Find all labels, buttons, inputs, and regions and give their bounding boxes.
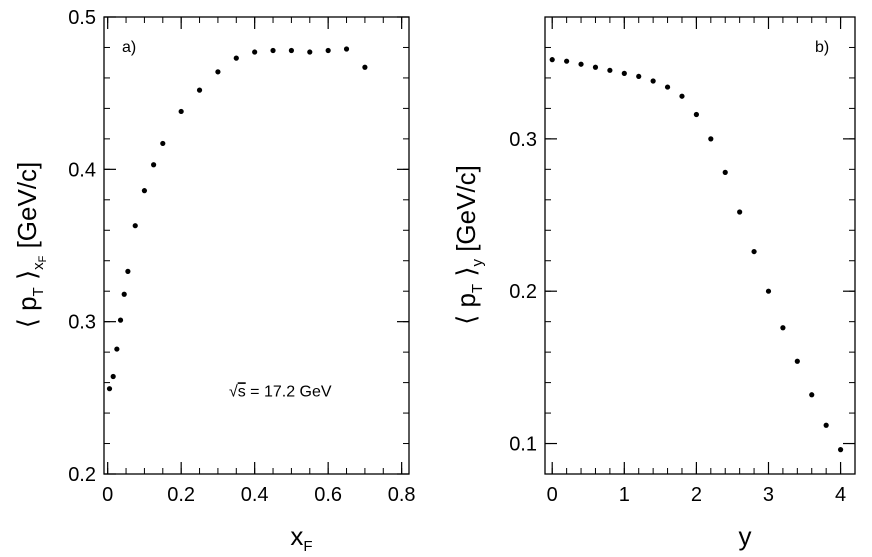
data-point <box>765 288 772 294</box>
data-point <box>121 291 127 297</box>
x-tick-label: 0 <box>102 484 113 506</box>
data-point <box>679 93 685 99</box>
data-point <box>270 47 276 54</box>
data-point <box>141 188 148 194</box>
data-point <box>664 84 671 90</box>
data-point <box>751 248 757 255</box>
y-tick-label: 0.3 <box>509 129 537 151</box>
data-point <box>325 47 331 54</box>
energy-annotation: √s = 17.2 GeV <box>229 383 332 400</box>
data-point <box>780 325 786 331</box>
data-point <box>125 268 131 274</box>
data-point <box>549 57 555 63</box>
panel-label: a) <box>122 39 136 56</box>
y-tick-label: 0.3 <box>68 312 96 334</box>
data-point <box>592 64 599 70</box>
panel-label: b) <box>815 39 829 56</box>
data-point <box>737 209 743 215</box>
data-point <box>252 49 258 55</box>
x-tick-label: 3 <box>763 484 774 506</box>
data-point <box>837 447 844 453</box>
data-point <box>809 392 815 398</box>
data-point <box>215 69 221 75</box>
y-axis-title: ⟨ pT ⟩xF [GeV/c] <box>12 162 49 329</box>
x-axis-title: xF <box>290 521 312 555</box>
data-point <box>343 46 350 52</box>
data-point <box>607 67 613 73</box>
data-point <box>823 422 829 428</box>
data-point <box>564 58 570 64</box>
data-point <box>288 47 295 54</box>
y-tick-label: 0.1 <box>509 434 537 456</box>
x-tick-label: 0.2 <box>167 484 195 506</box>
data-point <box>114 346 120 352</box>
data-point <box>578 61 584 67</box>
x-tick-label: 0.4 <box>241 484 269 506</box>
y-axis-title: ⟨ pT ⟩y [GeV/c] <box>451 165 486 325</box>
data-point <box>362 64 368 70</box>
data-point <box>178 108 184 115</box>
y-tick-label: 0.2 <box>68 464 96 486</box>
y-tick-label: 0.4 <box>68 159 96 181</box>
data-point <box>307 49 313 55</box>
x-tick-label: 4 <box>835 484 846 506</box>
data-point <box>636 73 642 80</box>
data-point <box>160 140 166 147</box>
y-tick-label: 0.5 <box>68 7 96 29</box>
y-tick-label: 0.2 <box>509 281 537 303</box>
panel-b: 0 1 2 3 4 0.1 0.2 0.3 b) y ⟨ pT ⟩y [GeV/c] <box>451 16 856 551</box>
data-point <box>117 317 124 323</box>
x-tick-label: 1 <box>619 484 630 506</box>
data-point <box>708 136 714 142</box>
data-point <box>110 373 116 380</box>
panel-a: 0 0.2 0.4 0.6 0.8 0.2 0.3 0.4 0.5 a) xF ⟨ pT ⟩xF [G… <box>12 7 416 555</box>
data-point <box>106 386 113 392</box>
data-point <box>621 70 627 76</box>
data-point <box>722 169 728 175</box>
x-tick-label: 2 <box>691 484 702 506</box>
data-point <box>233 55 239 61</box>
plot-frame <box>544 16 856 475</box>
x-axis-title: y <box>739 521 752 551</box>
x-tick-label: 0.6 <box>314 484 342 506</box>
data-point <box>151 162 157 168</box>
data-point <box>196 87 203 93</box>
x-tick-label: 0.8 <box>388 484 416 506</box>
data-point <box>650 78 656 84</box>
data-point <box>693 111 699 118</box>
data-point <box>794 358 800 364</box>
plot-frame <box>103 16 410 475</box>
data-point <box>132 223 138 229</box>
x-tick-label: 0 <box>547 484 558 506</box>
